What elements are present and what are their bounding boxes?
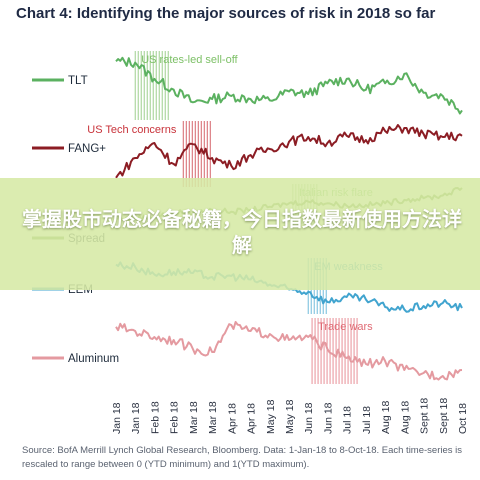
source-note: Source: BofA Merrill Lynch Global Resear… xyxy=(22,445,463,470)
x-tick-label: Mar 18 xyxy=(207,401,219,434)
event-label-4: Trade wars xyxy=(318,321,373,333)
x-axis: Jan 18 Jan 18 Feb 18 Feb 18 Mar 18 Mar 18 Apr … xyxy=(111,398,469,434)
chart-title: Chart 4: Identifying the major sources o… xyxy=(16,5,436,22)
x-tick-label: Mar 18 xyxy=(188,401,200,434)
series-label-4: Aluminum xyxy=(68,353,119,365)
event-label-1: US Tech concerns xyxy=(87,124,177,136)
x-tick-label: May 18 xyxy=(284,399,296,434)
event-label-0: US rates-led sell-off xyxy=(141,54,238,66)
x-tick-label: Oct 18 xyxy=(457,403,469,434)
series-label-0: TLT xyxy=(68,75,88,87)
series-line-fang xyxy=(115,124,463,179)
x-tick-label: Jun 18 xyxy=(303,402,315,434)
x-tick-label: Jun 18 xyxy=(322,402,334,434)
x-tick-label: May 18 xyxy=(265,399,277,434)
x-tick-label: Aug 18 xyxy=(380,401,392,434)
event-shading-0 xyxy=(134,51,169,120)
series-line-tlt xyxy=(115,56,463,115)
x-tick-label: Sept 18 xyxy=(419,398,431,434)
x-tick-label: Sept 18 xyxy=(438,398,450,434)
x-tick-label: Jul 18 xyxy=(342,406,354,434)
x-tick-label: Jul 18 xyxy=(361,406,373,434)
x-tick-label: Feb 18 xyxy=(169,401,181,434)
x-tick-label: Jan 18 xyxy=(111,402,123,434)
x-tick-label: Jan 18 xyxy=(130,402,142,434)
x-tick-label: Aug 18 xyxy=(399,401,411,434)
banner-text: 掌握股市动态必备秘籍，今日指数最新使用方法详解 xyxy=(22,207,462,257)
event-shading-1 xyxy=(182,121,211,187)
x-tick-label: Apr 18 xyxy=(246,403,258,434)
overlay-banner: 掌握股市动态必备秘籍，今日指数最新使用方法详解 xyxy=(0,178,480,290)
x-tick-label: Feb 18 xyxy=(149,401,161,434)
series-line-aluminum xyxy=(115,321,463,381)
series-label-1: FANG+ xyxy=(68,143,106,155)
x-tick-label: Apr 18 xyxy=(226,403,238,434)
